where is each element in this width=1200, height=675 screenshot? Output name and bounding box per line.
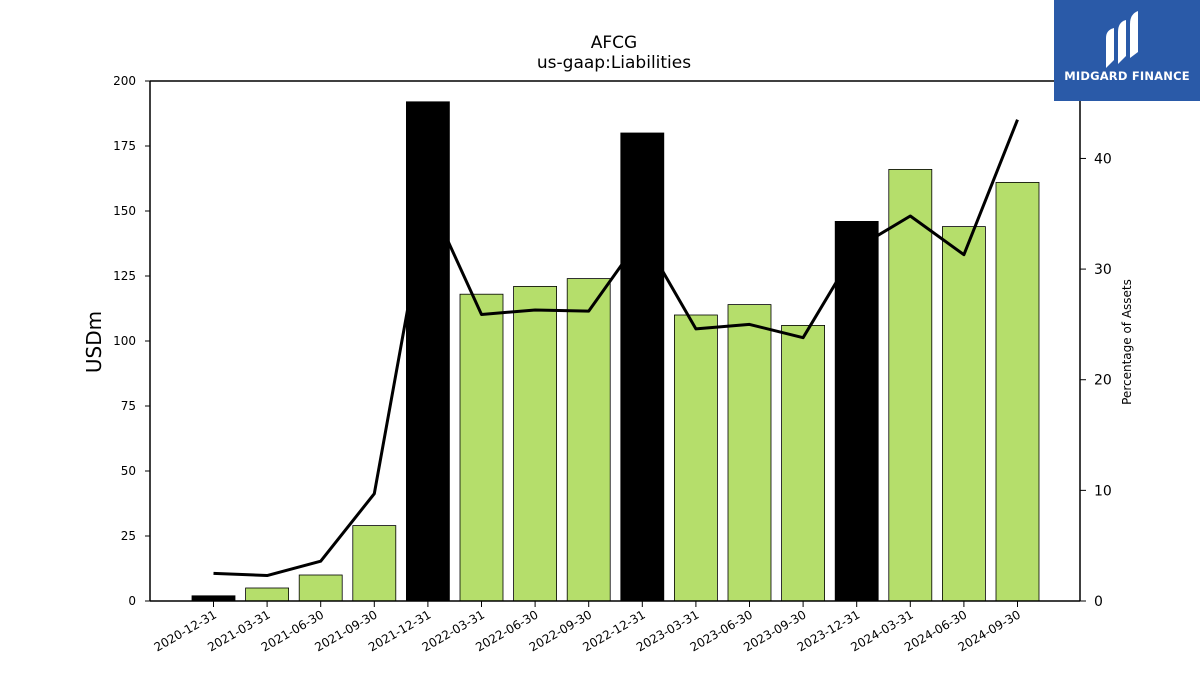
bar-2021-06-30 <box>298 574 343 602</box>
midgard-finance-logo: MIDGARD FINANCE <box>1054 0 1200 101</box>
bar-2023-09-30 <box>781 324 825 602</box>
bar-2021-03-31 <box>245 587 290 602</box>
bar-2024-03-31 <box>888 168 933 602</box>
bar-2023-06-30 <box>727 304 772 602</box>
y2-axis-label: Percentage of Assets <box>1120 279 1134 405</box>
line-series <box>213 119 1019 578</box>
axes <box>149 80 1081 602</box>
y2-tick-label-0: 0 <box>1094 594 1103 610</box>
y-axis-ticks: 0 25 50 75 100 125 150 175 200 <box>113 74 150 608</box>
y2-tick-label-30: 30 <box>1094 262 1112 278</box>
y-tick-label-75: 75 <box>121 399 136 413</box>
y2-tick-label-20: 20 <box>1094 373 1112 389</box>
y-tick-label-0: 0 <box>128 594 136 608</box>
bar-2021-09-30 <box>352 525 397 602</box>
bar-2022-12-31 <box>620 132 665 602</box>
bar-2023-03-31 <box>674 314 718 602</box>
x-axis-ticks: 2020-12-312021-03-312021-06-302021-09-30… <box>152 601 1023 654</box>
bar-2021-12-31 <box>405 101 450 602</box>
bar-2024-09-30 <box>995 181 1040 602</box>
y2-axis-ticks: 0 10 20 30 40 <box>1080 151 1112 610</box>
y-tick-label-125: 125 <box>113 269 136 283</box>
y-tick-label-175: 175 <box>113 139 136 153</box>
logo-text: MIDGARD FINANCE <box>1064 69 1190 83</box>
bar-2022-09-30 <box>566 278 611 602</box>
percentage-line <box>213 119 1019 578</box>
bar-series <box>191 101 1040 602</box>
bar-2024-06-30 <box>942 226 986 602</box>
bar-2022-03-31 <box>459 293 504 602</box>
y-tick-label-25: 25 <box>121 529 136 543</box>
bar-2020-12-31 <box>191 595 236 602</box>
y-tick-label-100: 100 <box>113 334 136 348</box>
y-axis-label: USDm <box>82 311 106 373</box>
y2-tick-label-40: 40 <box>1094 151 1112 167</box>
y2-tick-label-10: 10 <box>1094 483 1112 499</box>
y-tick-label-50: 50 <box>121 464 136 478</box>
logo-mark-icon <box>1106 11 1138 68</box>
y-tick-label-200: 200 <box>113 74 136 88</box>
bar-2022-06-30 <box>513 285 557 602</box>
bar-2023-12-31 <box>834 220 879 602</box>
chart-subtitle: us-gaap:Liabilities <box>537 53 691 73</box>
chart-title: AFCG <box>591 33 637 53</box>
y-tick-label-150: 150 <box>113 204 136 218</box>
